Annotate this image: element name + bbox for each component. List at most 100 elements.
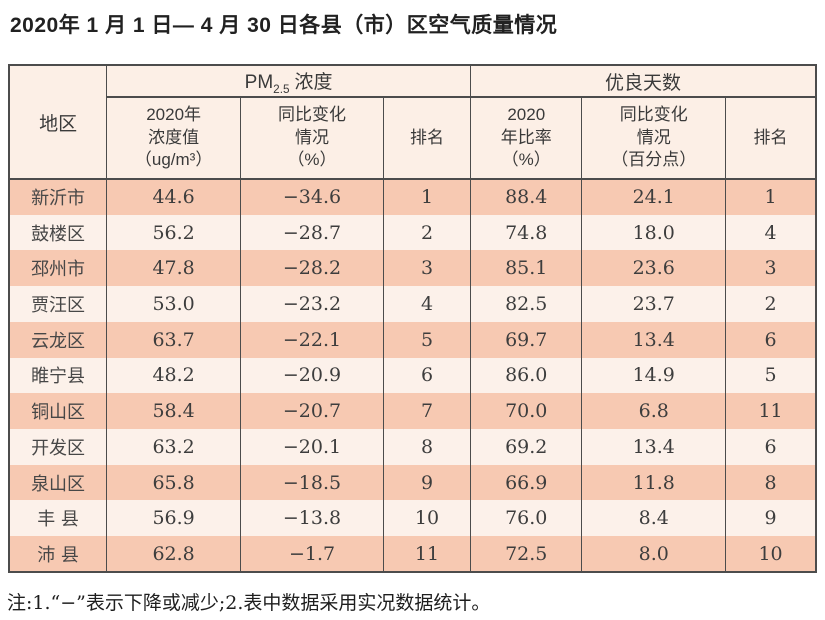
region-cell: 睢宁县 bbox=[8, 357, 108, 394]
table-row: 铜山区 58.4 −20.7 7 70.0 6.8 11 bbox=[8, 393, 817, 430]
value-cell: 63.2 bbox=[106, 429, 242, 465]
value-cell: 85.1 bbox=[470, 250, 583, 287]
value-cell: −20.1 bbox=[240, 429, 384, 465]
region-cell: 沛 县 bbox=[8, 536, 108, 572]
group-header-pm25: PM2.5 浓度 bbox=[106, 65, 472, 98]
value-cell: 23.7 bbox=[581, 286, 727, 322]
value-cell: 11.8 bbox=[581, 464, 727, 501]
value-cell: 44.6 bbox=[106, 179, 242, 215]
value-cell: 23.6 bbox=[581, 250, 727, 287]
value-cell: 47.8 bbox=[106, 250, 242, 287]
value-cell: −23.2 bbox=[240, 286, 384, 322]
value-cell: 70.0 bbox=[470, 393, 583, 430]
value-cell: 4 bbox=[382, 286, 472, 322]
page-title: 2020年 1 月 1 日— 4 月 30 日各县（市）区空气质量情况 bbox=[10, 14, 558, 37]
pm25-label-suffix: 浓度 bbox=[294, 71, 333, 93]
value-cell: −28.2 bbox=[240, 250, 384, 287]
region-cell: 云龙区 bbox=[8, 321, 108, 358]
region-cell: 开发区 bbox=[8, 429, 108, 465]
value-cell: 24.1 bbox=[581, 179, 727, 215]
column-header-pm-change: 同比变化 情况 （%） bbox=[240, 97, 384, 180]
value-cell: 69.7 bbox=[470, 321, 583, 358]
region-cell: 新沂市 bbox=[8, 179, 108, 215]
column-header-good-change: 同比变化 情况 （百分点） bbox=[581, 97, 727, 180]
table-row: 开发区 63.2 −20.1 8 69.2 13.4 6 bbox=[8, 429, 817, 465]
table-row: 睢宁县 48.2 −20.9 6 86.0 14.9 5 bbox=[8, 357, 817, 394]
value-cell: 10 bbox=[382, 500, 472, 537]
table-row: 新沂市 44.6 −34.6 1 88.4 24.1 1 bbox=[8, 179, 817, 215]
column-header-region: 地区 bbox=[8, 65, 108, 180]
table-row: 泉山区 65.8 −18.5 9 66.9 11.8 8 bbox=[8, 464, 817, 501]
table-row: 贾汪区 53.0 −23.2 4 82.5 23.7 2 bbox=[8, 286, 817, 322]
region-cell: 鼓楼区 bbox=[8, 214, 108, 251]
table-body: 新沂市 44.6 −34.6 1 88.4 24.1 1 鼓楼区 56.2 −28.7 2 74.8 1… bbox=[8, 179, 817, 572]
value-cell: 8.0 bbox=[581, 536, 727, 572]
value-cell: 82.5 bbox=[470, 286, 583, 322]
value-cell: 88.4 bbox=[470, 179, 583, 215]
value-cell: −22.1 bbox=[240, 321, 384, 358]
value-cell: 3 bbox=[382, 250, 472, 287]
air-quality-table-container: 地区 PM2.5 浓度 优良天数 2020年 浓度值 （ug/m³） 同比变化 情… bbox=[8, 64, 817, 573]
value-cell: 11 bbox=[725, 393, 817, 430]
column-header-pm-value: 2020年 浓度值 （ug/m³） bbox=[106, 97, 242, 180]
table-row: 丰 县 56.9 −13.8 10 76.0 8.4 9 bbox=[8, 500, 817, 537]
value-cell: −20.9 bbox=[240, 357, 384, 394]
region-cell: 邳州市 bbox=[8, 250, 108, 287]
value-cell: 13.4 bbox=[581, 321, 727, 358]
table-row: 鼓楼区 56.2 −28.7 2 74.8 18.0 4 bbox=[8, 214, 817, 251]
pm25-label-prefix: PM bbox=[244, 71, 274, 93]
value-cell: 14.9 bbox=[581, 357, 727, 394]
value-cell: 2 bbox=[725, 286, 817, 322]
value-cell: −18.5 bbox=[240, 464, 384, 501]
value-cell: 66.9 bbox=[470, 464, 583, 501]
value-cell: 13.4 bbox=[581, 429, 727, 465]
pm25-label-subscript: 2.5 bbox=[273, 82, 290, 96]
value-cell: −34.6 bbox=[240, 179, 384, 215]
table-header: 地区 PM2.5 浓度 优良天数 2020年 浓度值 （ug/m³） 同比变化 情… bbox=[8, 65, 817, 180]
air-quality-table: 地区 PM2.5 浓度 优良天数 2020年 浓度值 （ug/m³） 同比变化 情… bbox=[8, 64, 817, 573]
value-cell: 63.7 bbox=[106, 321, 242, 358]
value-cell: −28.7 bbox=[240, 214, 384, 251]
table-row: 邳州市 47.8 −28.2 3 85.1 23.6 3 bbox=[8, 250, 817, 287]
value-cell: 5 bbox=[382, 321, 472, 358]
column-header-good-rank: 排名 bbox=[725, 97, 817, 180]
value-cell: −1.7 bbox=[240, 536, 384, 572]
value-cell: 6 bbox=[725, 429, 817, 465]
value-cell: 65.8 bbox=[106, 464, 242, 501]
value-cell: 3 bbox=[725, 250, 817, 287]
table-row: 云龙区 63.7 −22.1 5 69.7 13.4 6 bbox=[8, 321, 817, 358]
value-cell: 5 bbox=[725, 357, 817, 394]
column-header-pm-rank: 排名 bbox=[382, 97, 472, 180]
region-cell: 丰 县 bbox=[8, 500, 108, 537]
region-cell: 泉山区 bbox=[8, 464, 108, 501]
table-row: 沛 县 62.8 −1.7 11 72.5 8.0 10 bbox=[8, 536, 817, 572]
value-cell: 6 bbox=[382, 357, 472, 394]
group-header-good-days: 优良天数 bbox=[470, 65, 817, 98]
value-cell: 11 bbox=[382, 536, 472, 572]
value-cell: 7 bbox=[382, 393, 472, 430]
value-cell: 2 bbox=[382, 214, 472, 251]
table-header-group-row: 地区 PM2.5 浓度 优良天数 bbox=[8, 65, 817, 180]
region-cell: 贾汪区 bbox=[8, 286, 108, 322]
value-cell: 53.0 bbox=[106, 286, 242, 322]
value-cell: 8 bbox=[382, 429, 472, 465]
value-cell: 76.0 bbox=[470, 500, 583, 537]
value-cell: 6.8 bbox=[581, 393, 727, 430]
value-cell: 8.4 bbox=[581, 500, 727, 537]
value-cell: 8 bbox=[725, 464, 817, 501]
region-cell: 铜山区 bbox=[8, 393, 108, 430]
value-cell: 18.0 bbox=[581, 214, 727, 251]
value-cell: 58.4 bbox=[106, 393, 242, 430]
value-cell: −13.8 bbox=[240, 500, 384, 537]
value-cell: 56.2 bbox=[106, 214, 242, 251]
value-cell: 69.2 bbox=[470, 429, 583, 465]
value-cell: 62.8 bbox=[106, 536, 242, 572]
column-header-good-rate: 2020 年比率 （%） bbox=[470, 97, 583, 180]
value-cell: 74.8 bbox=[470, 214, 583, 251]
value-cell: 72.5 bbox=[470, 536, 583, 572]
value-cell: 9 bbox=[382, 464, 472, 501]
value-cell: 10 bbox=[725, 536, 817, 572]
value-cell: 6 bbox=[725, 321, 817, 358]
value-cell: 1 bbox=[725, 179, 817, 215]
